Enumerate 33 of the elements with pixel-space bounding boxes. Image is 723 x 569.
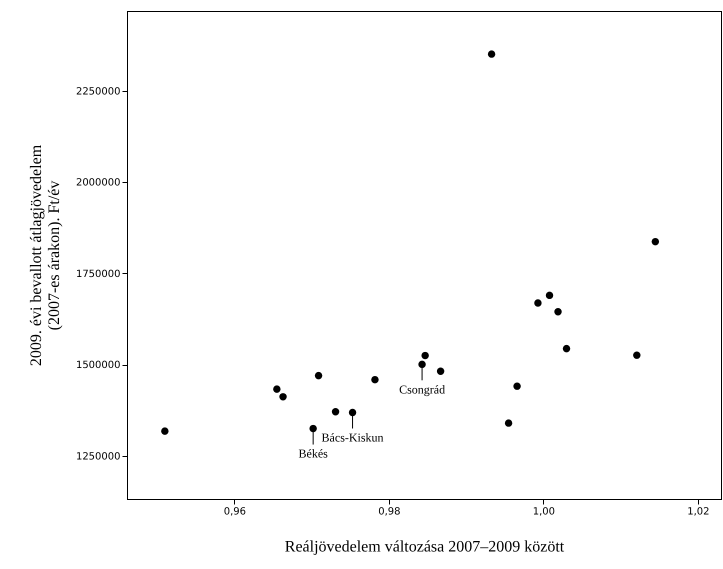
point bbox=[513, 382, 521, 390]
point bbox=[273, 385, 281, 393]
point bbox=[534, 299, 542, 307]
point bbox=[546, 292, 554, 300]
point bbox=[504, 419, 512, 427]
annotation: Békés bbox=[298, 446, 328, 461]
point bbox=[161, 427, 169, 435]
y-tick-label: 1750000 bbox=[76, 268, 120, 280]
point bbox=[418, 360, 426, 368]
annotation: Csongrád bbox=[399, 382, 446, 396]
y-tick-label: 1500000 bbox=[76, 360, 120, 372]
point bbox=[562, 344, 570, 352]
point bbox=[436, 368, 444, 375]
point bbox=[652, 238, 660, 246]
x-tick-label: 1,00 bbox=[532, 506, 555, 518]
point bbox=[279, 393, 287, 400]
point bbox=[421, 352, 429, 360]
point bbox=[309, 424, 317, 432]
point bbox=[314, 372, 322, 380]
point bbox=[371, 376, 379, 384]
x-tick-label: 0,96 bbox=[224, 506, 246, 518]
x-tick-label: 0,98 bbox=[378, 506, 400, 518]
point bbox=[332, 408, 340, 416]
annotation: Bács-Kiskun bbox=[322, 430, 384, 444]
point bbox=[488, 50, 496, 58]
point bbox=[554, 308, 562, 316]
y-axis-title: 2009. évi bevallott átlagjövedelem (2007-es árakon). Ft/év bbox=[28, 144, 63, 366]
y-tick-label: 2000000 bbox=[76, 178, 120, 189]
x-axis-title: Reáljövedelem változása 2007–2009 között bbox=[284, 538, 565, 556]
x-tick-label: 1,02 bbox=[687, 506, 710, 518]
y-tick-label: 2250000 bbox=[76, 86, 120, 98]
y-tick-label: 1250000 bbox=[76, 451, 120, 462]
point bbox=[633, 351, 641, 359]
